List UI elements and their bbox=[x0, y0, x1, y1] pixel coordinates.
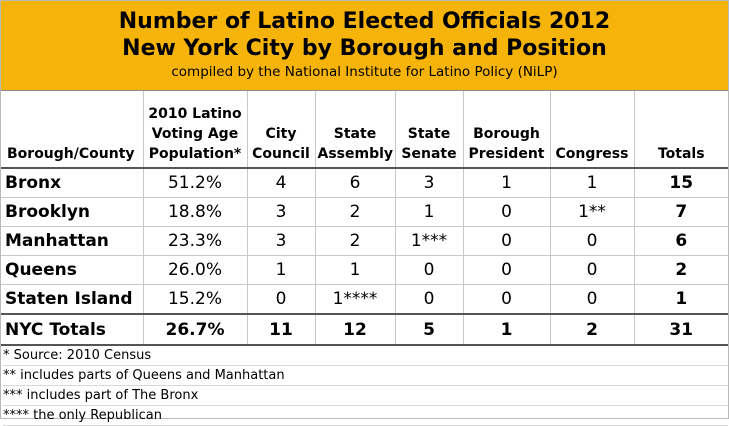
table-cell: 0 bbox=[550, 255, 635, 285]
col-header-state-assembly: State Assembly bbox=[315, 91, 396, 169]
total-cell: 2 bbox=[634, 255, 728, 285]
table-cell: 0 bbox=[463, 255, 551, 285]
table-cell: 0 bbox=[395, 284, 464, 315]
table-cell: 0 bbox=[550, 226, 635, 256]
table-cell: 0 bbox=[395, 255, 464, 285]
col-header-totals: Totals bbox=[634, 91, 728, 169]
population-cell: 18.8% bbox=[143, 197, 248, 227]
table-cell: 2 bbox=[550, 313, 635, 346]
table-cell: 1*** bbox=[395, 226, 464, 256]
total-cell: 15 bbox=[634, 168, 728, 198]
col-header-congress: Congress bbox=[550, 91, 635, 169]
table-cell: 1 bbox=[395, 197, 464, 227]
nyc-totals-row: NYC Totals 26.7% 11 12 5 1 2 31 bbox=[1, 313, 728, 346]
table-cell: 2 bbox=[315, 226, 396, 256]
table-cell: 0 bbox=[463, 284, 551, 315]
table-cell: 0 bbox=[247, 284, 316, 315]
col-header-population: 2010 Latino Voting Age Population* bbox=[143, 91, 248, 169]
table-cell: 1 bbox=[463, 313, 551, 346]
table-cell: 2 bbox=[315, 197, 396, 227]
total-cell: 6 bbox=[634, 226, 728, 256]
table-row: Manhattan 23.3% 3 2 1*** 0 0 6 bbox=[1, 226, 728, 256]
table-cell: 5 bbox=[395, 313, 464, 346]
footnotes: * Source: 2010 Census ** includes parts … bbox=[1, 346, 728, 426]
table-cell: 1 bbox=[315, 255, 396, 285]
col-header-borough: Borough/County bbox=[1, 91, 144, 169]
col-header-borough-president: Borough President bbox=[463, 91, 551, 169]
officials-table: Borough/County 2010 Latino Voting Age Po… bbox=[1, 91, 728, 346]
borough-name: Queens bbox=[1, 255, 144, 285]
grand-total-cell: 31 bbox=[634, 313, 728, 346]
population-cell: 26.7% bbox=[143, 313, 248, 346]
table-cell: 11 bbox=[247, 313, 316, 346]
footnote: *** includes part of The Bronx bbox=[3, 386, 728, 406]
table-cell: 1** bbox=[550, 197, 635, 227]
table-cell: 0 bbox=[463, 226, 551, 256]
total-cell: 7 bbox=[634, 197, 728, 227]
table-row: Staten Island 15.2% 0 1**** 0 0 0 1 bbox=[1, 284, 728, 315]
title-banner: Number of Latino Elected Officials 2012 … bbox=[1, 1, 728, 91]
footnote: * Source: 2010 Census bbox=[3, 346, 728, 366]
borough-name: Brooklyn bbox=[1, 197, 144, 227]
borough-name: Manhattan bbox=[1, 226, 144, 256]
table-cell: 1**** bbox=[315, 284, 396, 315]
population-cell: 15.2% bbox=[143, 284, 248, 315]
header-row: Borough/County 2010 Latino Voting Age Po… bbox=[1, 91, 728, 169]
table-row: Queens 26.0% 1 1 0 0 0 2 bbox=[1, 255, 728, 285]
table-cell: 1 bbox=[550, 168, 635, 198]
table-cell: 4 bbox=[247, 168, 316, 198]
borough-name: Bronx bbox=[1, 168, 144, 198]
table-cell: 1 bbox=[247, 255, 316, 285]
footnote: ** includes parts of Queens and Manhatta… bbox=[3, 366, 728, 386]
table-cell: 6 bbox=[315, 168, 396, 198]
source-credit: compiled by the National Institute for L… bbox=[171, 64, 558, 80]
table-cell: 12 bbox=[315, 313, 396, 346]
page-subtitle: New York City by Borough and Position bbox=[122, 36, 607, 61]
table-cell: 3 bbox=[395, 168, 464, 198]
borough-name: Staten Island bbox=[1, 284, 144, 315]
table-cell: 3 bbox=[247, 197, 316, 227]
footnote: **** the only Republican bbox=[3, 406, 728, 426]
total-cell: 1 bbox=[634, 284, 728, 315]
table-cell: 1 bbox=[463, 168, 551, 198]
population-cell: 23.3% bbox=[143, 226, 248, 256]
table-cell: 3 bbox=[247, 226, 316, 256]
table-row: Bronx 51.2% 4 6 3 1 1 15 bbox=[1, 168, 728, 198]
population-cell: 51.2% bbox=[143, 168, 248, 198]
table-row: Brooklyn 18.8% 3 2 1 0 1** 7 bbox=[1, 197, 728, 227]
col-header-state-senate: State Senate bbox=[395, 91, 464, 169]
nyc-totals-label: NYC Totals bbox=[1, 313, 144, 346]
table-cell: 0 bbox=[463, 197, 551, 227]
table-cell: 0 bbox=[550, 284, 635, 315]
col-header-city-council: City Council bbox=[247, 91, 316, 169]
population-cell: 26.0% bbox=[143, 255, 248, 285]
page-title: Number of Latino Elected Officials 2012 bbox=[118, 9, 611, 34]
